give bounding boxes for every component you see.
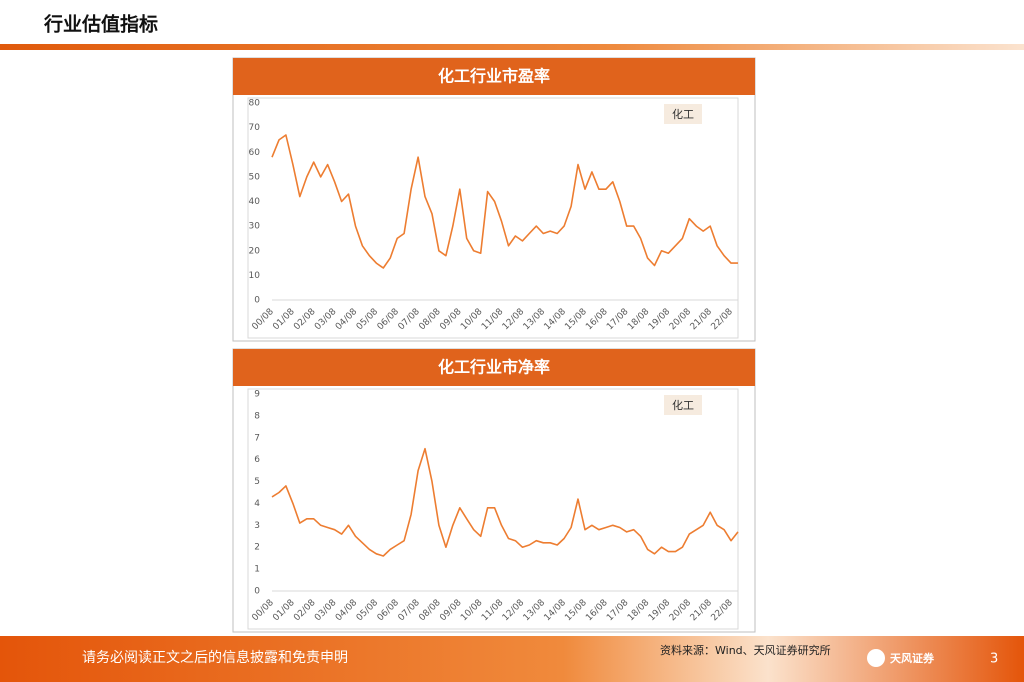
data-line — [271, 447, 739, 557]
page-number: 3 — [990, 652, 998, 667]
y-tick-label: 60 — [249, 148, 261, 158]
legend-box — [664, 104, 702, 124]
logo-icon — [867, 649, 885, 667]
y-tick-label: 0 — [254, 296, 260, 306]
chart-header — [233, 349, 755, 386]
disclaimer: 请务必阅读正文之后的信息披露和免责申明 — [82, 649, 348, 666]
legend-box — [664, 395, 702, 415]
plot-frame — [247, 97, 739, 339]
y-tick-label: 0 — [254, 587, 260, 597]
y-tick-label: 70 — [249, 123, 261, 133]
y-tick-label: 8 — [254, 411, 260, 421]
y-tick-label: 7 — [254, 433, 260, 443]
y-tick-label: 10 — [249, 271, 261, 281]
y-tick-label: 1 — [254, 565, 260, 575]
y-tick-label: 20 — [249, 246, 261, 256]
y-tick-label: 50 — [249, 172, 261, 182]
y-tick-label: 6 — [254, 455, 260, 465]
legend-label: 化工 — [672, 398, 694, 412]
plot-frame — [247, 388, 739, 630]
chart-header — [233, 58, 755, 95]
y-tick-label: 80 — [249, 99, 261, 109]
footer-band — [0, 636, 1024, 682]
y-tick-label: 4 — [254, 499, 260, 509]
header-rule — [0, 44, 1024, 50]
source: 资料来源：Wind、天风证券研究所 — [660, 643, 831, 657]
y-tick-label: 40 — [249, 197, 261, 207]
y-tick-label: 9 — [254, 390, 260, 400]
y-tick-label: 30 — [249, 222, 261, 232]
chart-title: 化工行业市盈率 — [438, 67, 550, 86]
chart-panel — [232, 348, 756, 633]
legend-label: 化工 — [672, 107, 694, 121]
data-line — [271, 134, 738, 269]
logo-text: 天风证券 — [890, 651, 935, 665]
slide-title: 行业估值指标 — [43, 13, 158, 36]
chart-title: 化工行业市净率 — [438, 358, 550, 377]
y-tick-label: 5 — [254, 477, 260, 487]
y-tick-label: 3 — [254, 521, 260, 531]
y-tick-label: 2 — [254, 543, 260, 553]
